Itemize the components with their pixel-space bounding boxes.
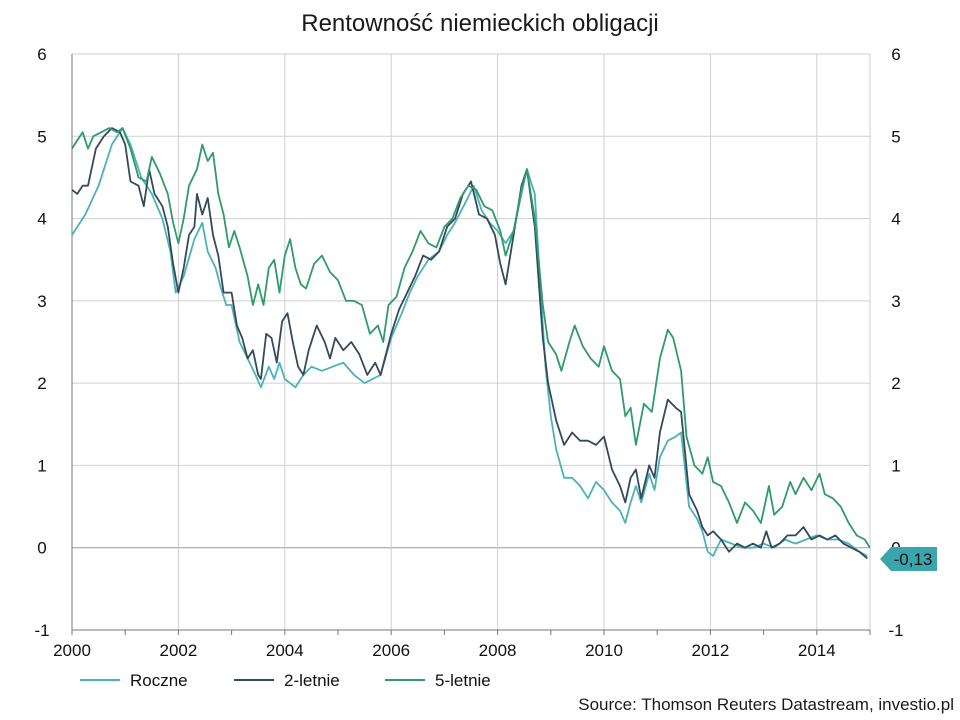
series-line-2-letnie [71,127,868,560]
y-tick-label-right: 6 [891,45,900,64]
legend-label: Roczne [130,671,188,690]
series-line-roczne [71,127,868,557]
end-value-label: -0,13 [894,550,933,569]
legend-label: 2-letnie [284,671,340,690]
legend-label: 5-letnie [435,671,491,690]
end-value-flag [880,547,937,571]
x-tick-label: 2004 [266,641,304,660]
series-line-5-letnie [71,127,871,549]
x-tick-label: 2012 [691,641,729,660]
y-tick-label-left: 0 [37,539,46,558]
axes: -1-1001122334455662000200220042006200820… [34,45,903,660]
y-tick-label-left: 3 [37,292,46,311]
x-tick-label: 2006 [372,641,410,660]
x-tick-label: 2008 [479,641,517,660]
y-tick-label-left: 5 [37,127,46,146]
y-tick-label-left: 2 [37,374,46,393]
chart-title: Rentowność niemieckich obligacji [301,10,659,37]
x-tick-label: 2010 [585,641,623,660]
series-lines [71,127,871,560]
y-tick-label-right: -1 [888,621,903,640]
y-tick-label-right: 4 [891,210,900,229]
y-tick-label-right: 5 [891,127,900,146]
y-tick-label-right: 1 [891,456,900,475]
y-tick-label-left: 4 [37,210,46,229]
y-tick-label-right: 2 [891,374,900,393]
y-tick-label-left: 6 [37,45,46,64]
y-tick-label-left: 1 [37,456,46,475]
source-note: Source: Thomson Reuters Datastream, inve… [578,695,954,714]
x-tick-label: 2000 [53,641,91,660]
grid [71,53,871,631]
x-tick-label: 2002 [159,641,197,660]
x-tick-label: 2014 [798,641,836,660]
end-value-marker: -0,13 [880,547,937,571]
legend: Roczne 2-letnie 5-letnie [80,671,491,690]
y-tick-label-right: 3 [891,292,900,311]
y-tick-label-left: -1 [34,621,49,640]
